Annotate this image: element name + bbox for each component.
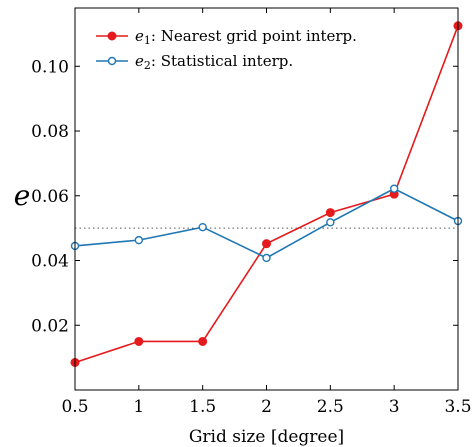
series-1-line xyxy=(74,25,459,364)
series-1-point xyxy=(198,336,208,346)
legend-swatch-marker xyxy=(107,31,117,41)
y-tick-label: 0.04 xyxy=(31,252,69,272)
x-tick-label: 2.5 xyxy=(317,397,344,417)
series-1-point xyxy=(134,336,144,346)
legend-entry-1: e1: Nearest grid point interp. xyxy=(96,27,357,47)
legend-swatch-marker xyxy=(107,56,117,66)
x-tick-label: 0.5 xyxy=(61,397,88,417)
legend-entries: e1: Nearest grid point interp. e2: Statis… xyxy=(96,27,357,72)
legend-box xyxy=(88,18,350,74)
legend-label: e1: Nearest grid point interp. xyxy=(135,27,357,47)
x-tick-label: 3 xyxy=(389,397,400,417)
y-tick-label: 0.08 xyxy=(31,122,69,142)
x-tick-label: 1 xyxy=(133,397,144,417)
series-1-point xyxy=(325,208,335,218)
tick-layer: 0.5 1 1.5 2 2.5 3 3.5 0.02 0.04 0.06 0.08 0.10 xyxy=(31,8,472,417)
x-tick-label: 1.5 xyxy=(189,397,216,417)
legend-entry-2: e2: Statistical interp. xyxy=(96,52,293,72)
series-1-point xyxy=(262,239,272,249)
legend: e1: Nearest grid point interp. e2: Statis… xyxy=(88,18,357,74)
legend-label: e2: Statistical interp. xyxy=(135,52,293,72)
series-2-point xyxy=(198,222,207,232)
x-tick-label: 2 xyxy=(261,397,272,417)
y-tick-label: 0.06 xyxy=(31,187,69,207)
series-layer xyxy=(70,21,463,367)
y-tick-label: 0.10 xyxy=(31,57,69,77)
series-2 xyxy=(70,184,463,263)
series-2-point xyxy=(134,235,144,245)
x-tick-label: 3.5 xyxy=(444,397,471,417)
y-axis-label: e xyxy=(14,179,31,212)
series-2-point xyxy=(262,253,271,263)
x-axis-label: Grid size [degree] xyxy=(189,427,344,447)
series-1 xyxy=(70,21,463,367)
series-2-point xyxy=(389,184,399,193)
series-2-point xyxy=(326,218,335,227)
y-tick-label: 0.02 xyxy=(31,316,69,336)
